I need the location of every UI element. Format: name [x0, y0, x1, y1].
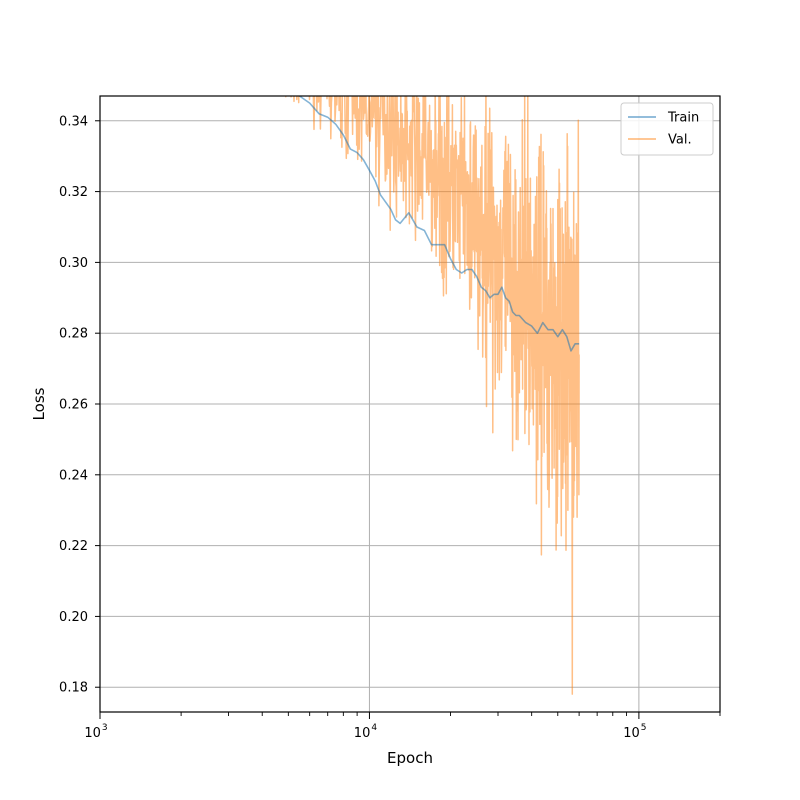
x-tick-label: 103 — [84, 723, 107, 741]
y-tick-label: 0.34 — [59, 114, 88, 129]
y-tick-label: 0.24 — [59, 468, 88, 483]
y-axis-label: Loss — [30, 387, 48, 420]
series-train-line — [299, 96, 580, 352]
y-tick-label: 0.28 — [59, 327, 88, 342]
x-tick-label: 105 — [623, 723, 646, 741]
legend-label-val: Val. — [668, 133, 692, 148]
y-tick-label: 0.30 — [59, 256, 88, 271]
series-val-line — [285, 96, 580, 695]
legend-box — [620, 102, 714, 156]
y-tick-label: 0.26 — [59, 398, 88, 413]
y-tick-label: 0.20 — [59, 610, 88, 625]
y-tick-label: 0.18 — [59, 681, 88, 696]
legend-label-train: Train — [667, 111, 699, 126]
y-tick-label: 0.32 — [59, 185, 88, 200]
x-axis-label: Epoch — [387, 749, 433, 767]
x-tick-label: 104 — [354, 723, 378, 741]
y-tick-label: 0.22 — [59, 539, 88, 554]
legend: Train Val. — [620, 102, 714, 156]
axis-ticks — [95, 120, 721, 719]
series-layer — [285, 96, 580, 695]
